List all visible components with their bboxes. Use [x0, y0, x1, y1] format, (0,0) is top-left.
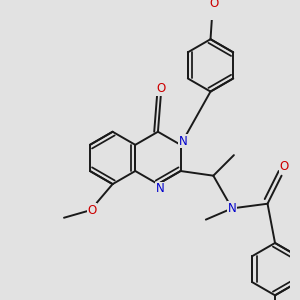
Text: N: N: [155, 182, 164, 195]
Text: O: O: [87, 204, 97, 217]
Text: O: O: [156, 82, 165, 95]
Text: O: O: [210, 0, 219, 10]
Text: N: N: [228, 202, 236, 215]
Text: N: N: [179, 135, 188, 148]
Text: O: O: [280, 160, 289, 173]
